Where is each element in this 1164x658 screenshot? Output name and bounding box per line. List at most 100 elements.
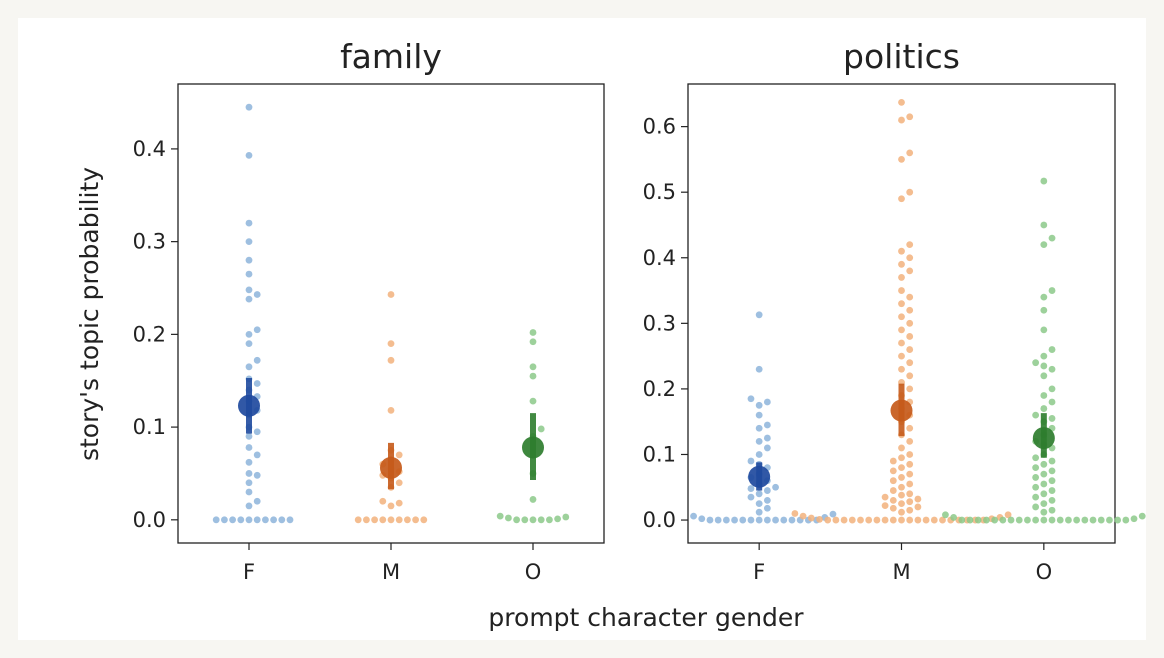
data-point xyxy=(253,380,261,387)
data-point xyxy=(889,477,897,485)
data-point xyxy=(772,483,779,491)
data-point xyxy=(1040,490,1048,498)
x-tick-label: O xyxy=(1036,560,1053,584)
data-point xyxy=(1048,234,1056,242)
y-tick-label: 0.3 xyxy=(643,311,676,335)
data-point xyxy=(906,359,914,367)
data-point xyxy=(722,516,730,524)
data-point xyxy=(537,516,545,524)
y-tick-label: 0.1 xyxy=(643,442,676,466)
data-point xyxy=(1122,516,1130,524)
data-point xyxy=(898,516,905,524)
data-point xyxy=(881,516,889,524)
data-point xyxy=(747,485,755,492)
data-point xyxy=(898,464,905,471)
data-point xyxy=(898,352,905,360)
data-point xyxy=(212,516,220,524)
data-point xyxy=(898,508,905,516)
data-point xyxy=(1073,516,1081,524)
data-point xyxy=(755,411,763,419)
data-point xyxy=(253,326,261,334)
data-point xyxy=(245,152,253,159)
data-point xyxy=(906,490,914,498)
y-tick-label: 0.4 xyxy=(643,246,676,270)
data-point xyxy=(1040,177,1048,185)
data-point xyxy=(354,516,362,524)
data-point xyxy=(755,311,763,319)
data-point xyxy=(379,497,387,505)
data-point xyxy=(245,330,253,338)
data-point xyxy=(763,444,771,452)
data-point xyxy=(974,516,982,524)
mean-marker xyxy=(238,394,260,417)
mean-marker xyxy=(748,465,771,488)
data-point xyxy=(379,516,387,524)
data-point xyxy=(958,516,966,524)
data-point xyxy=(529,338,537,346)
data-point xyxy=(898,491,905,499)
data-point xyxy=(898,287,905,294)
data-point xyxy=(245,103,253,111)
data-point xyxy=(898,474,905,481)
panel-title: family xyxy=(340,37,442,76)
data-point xyxy=(747,395,755,403)
data-point xyxy=(1032,483,1040,491)
series-family-O xyxy=(496,329,570,524)
data-point xyxy=(747,516,755,524)
data-point xyxy=(747,493,755,501)
data-point xyxy=(245,256,253,264)
data-point xyxy=(799,512,807,520)
data-point xyxy=(562,513,570,521)
data-point xyxy=(848,516,856,524)
data-point xyxy=(906,385,914,393)
data-point xyxy=(763,504,771,512)
data-point xyxy=(755,437,763,445)
data-point xyxy=(262,516,269,524)
data-point xyxy=(889,504,897,512)
panel-title: politics xyxy=(843,37,960,76)
data-point xyxy=(245,479,253,487)
data-point xyxy=(1040,372,1048,380)
data-point xyxy=(395,516,403,524)
data-point xyxy=(706,516,714,524)
series-politics-M xyxy=(791,98,1012,524)
data-point xyxy=(537,425,545,433)
data-point xyxy=(889,496,897,504)
data-point xyxy=(950,514,958,521)
data-point xyxy=(898,313,905,321)
y-tick-label: 0.4 xyxy=(133,137,166,161)
data-point xyxy=(942,511,949,519)
data-point xyxy=(529,397,537,405)
data-point xyxy=(278,516,286,524)
data-point xyxy=(1065,516,1072,524)
data-point xyxy=(387,502,395,510)
data-point xyxy=(906,267,914,275)
data-point xyxy=(906,149,914,157)
data-point xyxy=(906,188,914,196)
data-point xyxy=(739,516,747,524)
data-point xyxy=(1056,516,1064,524)
data-point xyxy=(1040,392,1048,399)
data-point xyxy=(253,471,261,479)
data-point xyxy=(395,479,403,487)
data-point xyxy=(1032,474,1040,481)
data-point xyxy=(546,516,553,524)
data-point xyxy=(898,500,905,508)
data-point xyxy=(791,510,799,517)
data-point xyxy=(245,516,253,524)
data-point xyxy=(898,116,905,124)
data-point xyxy=(881,502,889,510)
mean-marker xyxy=(380,456,402,479)
data-point xyxy=(245,488,253,496)
y-tick-label: 0.1 xyxy=(133,415,166,439)
x-tick-label: F xyxy=(243,560,255,584)
data-point xyxy=(889,516,897,524)
x-tick-label: M xyxy=(892,560,910,584)
data-point xyxy=(1032,411,1040,419)
y-tick-label: 0.0 xyxy=(133,508,166,532)
data-point xyxy=(1040,352,1048,360)
data-point xyxy=(221,516,228,524)
data-point xyxy=(496,512,504,520)
data-point xyxy=(906,460,914,468)
data-point xyxy=(1032,493,1040,501)
